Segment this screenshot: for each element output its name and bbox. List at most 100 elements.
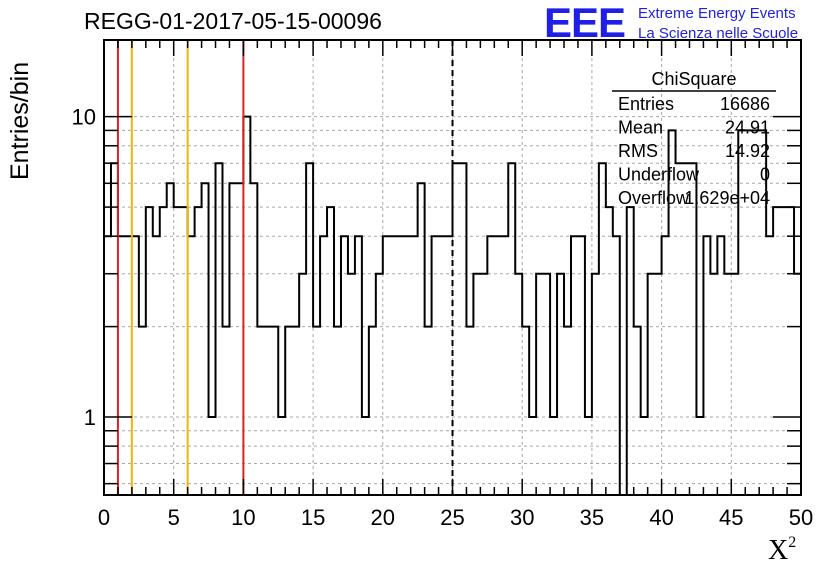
x-tick-label: 50 xyxy=(789,505,813,530)
histogram-bin xyxy=(188,236,195,495)
histogram-bin xyxy=(529,417,536,495)
stats-row-value: 1.629e+04 xyxy=(684,188,770,208)
histogram-bin xyxy=(487,236,494,495)
histogram-bin xyxy=(348,274,355,495)
histogram-bin xyxy=(146,207,153,495)
histogram-bin xyxy=(557,274,564,495)
logo-line-1: Extreme Energy Events xyxy=(638,5,796,22)
logo-line-2: La Scienza nelle Scuole xyxy=(638,25,799,42)
histogram-bin xyxy=(181,207,188,495)
histogram-bin xyxy=(111,163,118,495)
histogram-bin xyxy=(125,236,132,495)
histogram-bin xyxy=(794,274,801,495)
histogram-bin xyxy=(418,183,425,495)
histogram-bin xyxy=(501,236,508,495)
histogram-bin xyxy=(515,274,522,495)
histogram-bin xyxy=(508,163,515,495)
histogram-bin xyxy=(397,236,404,495)
stats-row-label: Entries xyxy=(618,94,674,114)
x-axis-label: X2 xyxy=(768,534,796,567)
histogram-bin xyxy=(634,327,641,495)
histogram-bin xyxy=(334,327,341,495)
stats-row-value: 0 xyxy=(760,165,770,185)
histogram-bin xyxy=(292,327,299,495)
stats-row-value: 16686 xyxy=(720,94,770,114)
histogram-bin xyxy=(473,274,480,495)
histogram-bin xyxy=(613,236,620,495)
stats-row-label: Mean xyxy=(618,118,663,138)
histogram-bin xyxy=(271,327,278,495)
histogram-bin xyxy=(724,274,731,495)
histogram-bin xyxy=(243,117,250,495)
x-tick-label: 45 xyxy=(719,505,743,530)
histogram-bin xyxy=(494,236,501,495)
y-tick-label: 1 xyxy=(84,405,96,430)
histogram-bin xyxy=(285,327,292,495)
histogram-bin xyxy=(341,236,348,495)
histogram-bin xyxy=(327,207,334,495)
histogram-bin xyxy=(641,417,648,495)
x-axis-label-superscript: 2 xyxy=(788,534,797,551)
histogram-bin xyxy=(355,236,362,495)
histogram-bin xyxy=(160,207,167,495)
x-tick-label: 30 xyxy=(510,505,534,530)
histogram-bin xyxy=(383,236,390,495)
histogram-bin xyxy=(118,236,125,495)
stats-box: ChiSquare Entries 16686 Mean 24.91 RMS 14.92 Un… xyxy=(612,69,776,208)
histogram-bin xyxy=(278,417,285,495)
x-tick-label: 20 xyxy=(371,505,395,530)
histogram-bin xyxy=(174,207,181,495)
histogram-bin xyxy=(550,417,557,495)
histogram-bin xyxy=(627,207,634,495)
histogram-bin xyxy=(209,417,216,495)
histogram-bin xyxy=(411,236,418,495)
histogram-bin xyxy=(167,183,174,495)
stats-row-label: RMS xyxy=(618,141,658,161)
x-tick-label: 5 xyxy=(168,505,180,530)
x-tick-label: 25 xyxy=(440,505,464,530)
histogram-bin xyxy=(216,163,223,495)
histogram-bin xyxy=(153,236,160,495)
histogram-bin xyxy=(104,236,111,495)
stats-row-label: Overflow xyxy=(618,188,690,208)
histogram-bin xyxy=(648,274,655,495)
histogram-bin xyxy=(599,163,606,495)
histogram-bin xyxy=(585,417,592,495)
histogram-bin xyxy=(571,236,578,495)
histogram-bin xyxy=(313,327,320,495)
histogram-bin xyxy=(195,207,202,495)
histogram-bin xyxy=(787,207,794,495)
x-axis-label-base: X xyxy=(768,535,789,566)
x-tick-label: 35 xyxy=(580,505,604,530)
histogram-bin xyxy=(369,327,376,495)
plot-title: REGG-01-2017-05-15-00096 xyxy=(84,8,382,34)
histogram-bin xyxy=(731,274,738,495)
histogram-bin xyxy=(466,327,473,495)
histogram-bin xyxy=(710,274,717,495)
axes: 0 5 10 15 20 25 30 35 40 45 50 1 10 xyxy=(72,39,813,530)
histogram-bin xyxy=(257,327,264,495)
histogram-bin xyxy=(202,183,209,495)
histogram-bin xyxy=(536,274,543,495)
histogram-bin xyxy=(439,236,446,495)
histogram-bin xyxy=(522,327,529,495)
histogram-bin xyxy=(250,183,257,495)
histogram-bin xyxy=(766,236,773,495)
logo-mark: EEE xyxy=(544,0,626,46)
histogram-bin xyxy=(404,236,411,495)
histogram-bin xyxy=(264,327,271,495)
histogram-bin xyxy=(453,163,460,495)
stats-box-title: ChiSquare xyxy=(651,69,736,89)
x-tick-label: 10 xyxy=(231,505,255,530)
histogram-bin xyxy=(703,236,710,495)
y-tick-label: 10 xyxy=(72,105,96,130)
histogram-bin xyxy=(432,236,439,495)
histogram-bin xyxy=(543,274,550,495)
histogram-bin xyxy=(446,236,453,495)
histogram-bin xyxy=(425,327,432,495)
histogram-bin xyxy=(655,274,662,495)
histogram-bin xyxy=(480,274,487,495)
histogram-bin xyxy=(132,236,139,495)
x-tick-label: 0 xyxy=(98,505,110,530)
